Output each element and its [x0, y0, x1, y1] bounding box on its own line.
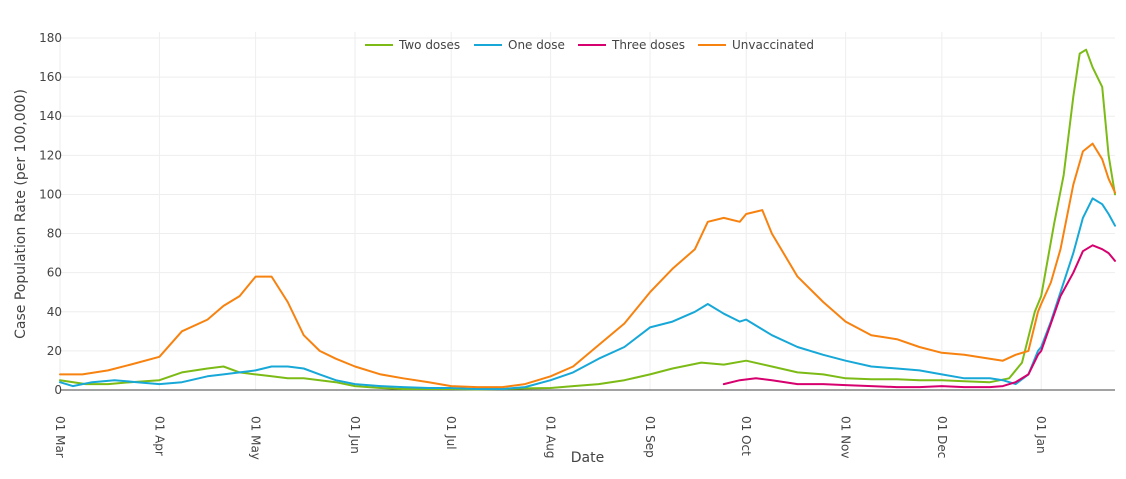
x-tick-label: 01 Oct: [739, 416, 753, 456]
series-line-three-doses: [722, 244, 1116, 389]
legend-item-two-doses[interactable]: Two doses: [365, 38, 460, 52]
y-tick-label: 160: [39, 70, 62, 84]
y-tick-label: 60: [47, 266, 62, 280]
x-tick-label: 01 Mar: [53, 416, 67, 458]
y-tick-label: 180: [39, 31, 62, 45]
y-axis-title: Case Population Rate (per 100,000): [13, 89, 29, 339]
y-tick-label: 40: [47, 305, 62, 319]
legend-label: Three doses: [611, 38, 685, 52]
series-line-unvaccinated: [59, 142, 1116, 389]
x-axis-ticks: 01 Mar 01 Apr 01 May 01 Jun 01 Jul 01 Aug 01 S…: [53, 416, 1048, 460]
series-lines: [59, 48, 1116, 391]
y-tick-label: 100: [39, 187, 62, 201]
y-tick-label: 0: [54, 383, 62, 397]
series-line-one-dose: [59, 197, 1116, 390]
y-axis-ticks: 0 20 40 60 80 100 120 140 160 180: [39, 31, 62, 397]
legend-label: One dose: [508, 38, 565, 52]
x-tick-label: 01 May: [249, 416, 263, 460]
legend-label: Two doses: [398, 38, 460, 52]
x-tick-label: 01 Jul: [444, 416, 458, 450]
legend[interactable]: Two doses One dose Three doses Unvaccinated: [365, 38, 814, 52]
x-tick-label: 01 Apr: [152, 416, 166, 456]
y-tick-label: 20: [47, 344, 62, 358]
y-tick-label: 120: [39, 148, 62, 162]
legend-item-one-dose[interactable]: One dose: [474, 38, 565, 52]
x-tick-label: 01 Dec: [935, 416, 949, 458]
y-tick-label: 80: [47, 227, 62, 241]
x-tick-label: 01 Aug: [544, 416, 558, 459]
x-tick-label: 01 Nov: [839, 416, 853, 459]
series-line-two-doses: [59, 48, 1116, 391]
gridlines: [59, 32, 1115, 390]
legend-label: Unvaccinated: [732, 38, 814, 52]
legend-item-three-doses[interactable]: Three doses: [578, 38, 685, 52]
legend-item-unvaccinated[interactable]: Unvaccinated: [698, 38, 814, 52]
x-tick-label: 01 Jan: [1034, 416, 1048, 454]
x-tick-label: 01 Sep: [643, 416, 657, 458]
x-axis-title: Date: [571, 450, 604, 466]
x-tick-label: 01 Jun: [348, 416, 362, 454]
y-tick-label: 140: [39, 109, 62, 123]
